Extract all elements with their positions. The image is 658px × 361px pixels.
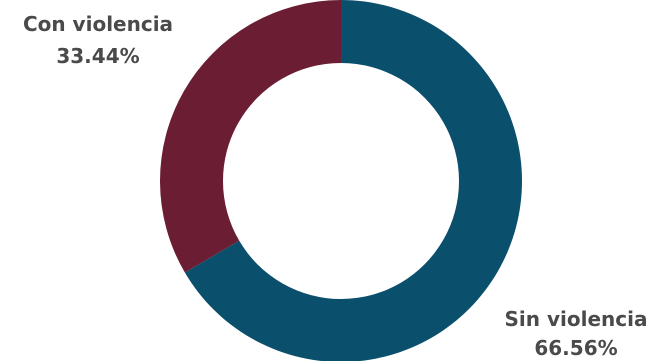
slice-label-sin-violencia: Sin violencia 66.56% (505, 307, 648, 360)
slice-name-label: Con violencia (23, 12, 173, 36)
slice-value-label: 33.44% (56, 44, 139, 68)
slice-value-label: 66.56% (534, 336, 617, 360)
slice-label-con-violencia: Con violencia 33.44% (23, 12, 173, 68)
slice-name-label: Sin violencia (505, 307, 648, 331)
donut-slice-sin-violencia (184, 0, 522, 361)
donut-slices (160, 0, 522, 361)
donut-slice-con-violencia (160, 0, 341, 273)
